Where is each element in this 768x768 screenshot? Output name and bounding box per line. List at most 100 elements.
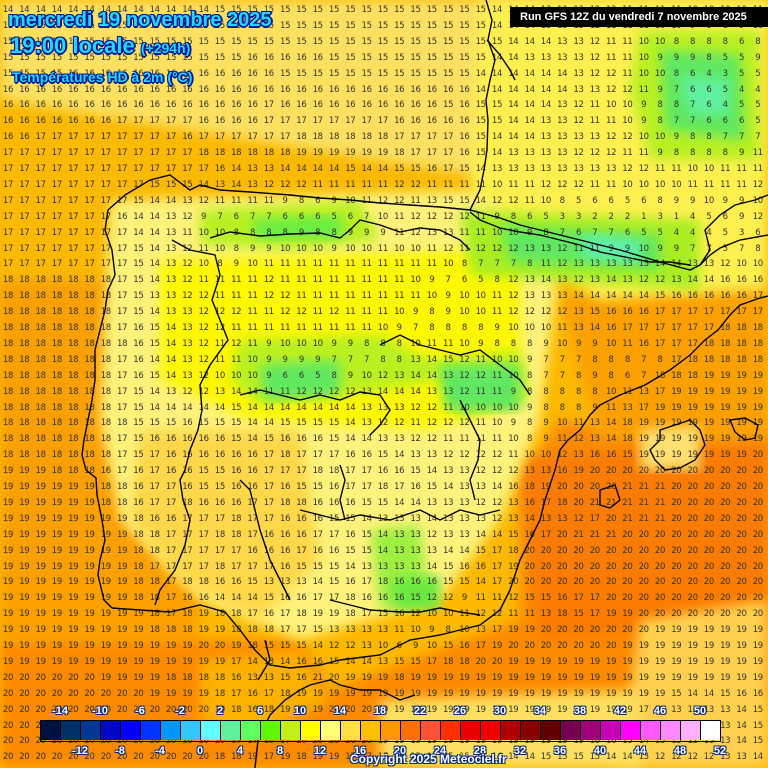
temperature-value: 15: [377, 450, 389, 461]
temperature-value: 19: [671, 625, 682, 636]
temperature-value: 19: [638, 418, 650, 429]
temperature-value: 18: [68, 386, 79, 397]
temperature-value: 13: [524, 466, 535, 477]
temperature-value: 19: [100, 672, 112, 683]
temperature-value: 15: [377, 20, 389, 31]
temperature-value: 18: [214, 529, 226, 540]
temperature-value: 18: [35, 418, 46, 429]
temperature-value: 16: [263, 609, 275, 620]
temperature-value: 18: [687, 354, 698, 365]
temperature-value: 9: [673, 195, 679, 206]
temperature-value: 15: [475, 148, 487, 159]
temperature-value: 10: [296, 243, 307, 254]
temperature-value: 14: [51, 5, 63, 15]
temperature-value: 19: [720, 641, 731, 651]
temperature-value: 18: [2, 323, 14, 333]
temperature-value: 10: [345, 195, 356, 206]
temperature-value: 20: [638, 577, 650, 588]
temperature-value: 12: [508, 307, 519, 318]
temperature-value: 15: [296, 482, 307, 492]
temperature-value: 12: [573, 179, 584, 190]
temperature-value: 5: [755, 100, 761, 111]
temperature-value: 16: [247, 68, 258, 79]
temperature-value: 12: [622, 164, 633, 174]
temperature-value: 17: [296, 450, 307, 461]
temperature-value: 11: [394, 291, 405, 302]
temperature-value: 18: [557, 609, 568, 620]
temperature-value: 14: [394, 497, 405, 508]
temperature-value: 20: [133, 704, 144, 715]
temperature-value: 12: [524, 307, 535, 318]
temperature-value: 12: [426, 434, 438, 445]
temperature-value: 7: [347, 354, 353, 365]
temperature-value: 17: [540, 529, 552, 540]
temperature-value: 19: [736, 402, 747, 413]
temperature-value: 6: [592, 195, 598, 206]
temperature-value: 8: [510, 211, 516, 222]
temperature-value: 11: [361, 179, 372, 190]
temperature-value: 14: [149, 354, 161, 365]
temperature-value: 19: [2, 609, 14, 620]
temperature-value: 12: [377, 370, 389, 381]
temperature-value: 19: [605, 672, 617, 683]
temperature-value: 6: [315, 195, 321, 206]
temperature-value: 17: [68, 211, 79, 222]
legend-swatch: [141, 721, 161, 740]
temperature-value: 19: [671, 641, 682, 651]
legend-swatch: [381, 721, 401, 740]
temperature-value: 19: [752, 418, 764, 429]
temperature-value: 17: [671, 323, 682, 333]
temperature-value: 17: [116, 148, 128, 159]
temperature-value: 8: [461, 259, 467, 270]
temperature-value: 18: [133, 593, 144, 604]
temperature-value: 9: [282, 354, 288, 365]
temperature-value: 16: [279, 513, 291, 524]
temperature-value: 17: [116, 386, 128, 397]
temperature-value: 20: [491, 656, 503, 667]
temperature-value: 10: [247, 259, 258, 270]
temperature-value: 14: [165, 354, 177, 365]
temperature-value: 18: [84, 418, 95, 429]
temperature-value: 13: [540, 132, 552, 143]
temperature-value: 17: [51, 259, 63, 270]
temperature-value: 14: [214, 402, 226, 413]
temperature-value: 15: [442, 5, 454, 15]
temperature-value: 10: [345, 243, 356, 254]
temperature-value: 20: [573, 577, 584, 588]
temperature-value: 19: [377, 704, 389, 715]
temperature-value: 18: [51, 354, 63, 365]
temperature-value: 18: [752, 354, 764, 365]
temperature-value: 10: [247, 354, 258, 365]
temperature-value: 10: [622, 179, 633, 190]
temperature-value: 18: [247, 148, 258, 159]
temperature-value: 16: [410, 84, 421, 95]
temperature-value: 17: [84, 179, 95, 190]
temperature-value: 18: [51, 450, 63, 461]
temperature-value: 17: [19, 211, 30, 222]
temperature-value: 19: [116, 593, 128, 604]
temperature-value: 15: [442, 68, 454, 79]
temperature-value: 16: [231, 482, 242, 492]
temperature-value: 13: [540, 116, 552, 127]
temperature-value: 19: [508, 561, 519, 572]
temperature-value: 16: [459, 561, 470, 572]
temperature-value: 17: [165, 577, 177, 588]
temperature-value: 13: [589, 84, 601, 95]
temperature-value: 15: [752, 704, 764, 715]
temperature-value: 19: [149, 641, 161, 651]
temperature-value: 19: [182, 641, 193, 651]
temperature-value: 20: [68, 752, 79, 763]
temperature-value: 17: [638, 704, 650, 715]
temperature-value: 16: [198, 84, 209, 95]
temperature-value: 13: [508, 497, 519, 508]
temperature-value: 17: [68, 243, 79, 254]
temperature-value: 7: [673, 84, 679, 95]
temperature-value: 13: [573, 36, 584, 47]
temperature-value: 19: [720, 386, 731, 397]
temperature-value: 18: [149, 593, 161, 604]
temperature-value: 15: [426, 52, 438, 63]
legend-swatch: [481, 721, 501, 740]
temperature-value: 15: [442, 36, 454, 47]
temperature-value: 17: [165, 497, 177, 508]
legend-label-bottom: 44: [633, 745, 647, 757]
